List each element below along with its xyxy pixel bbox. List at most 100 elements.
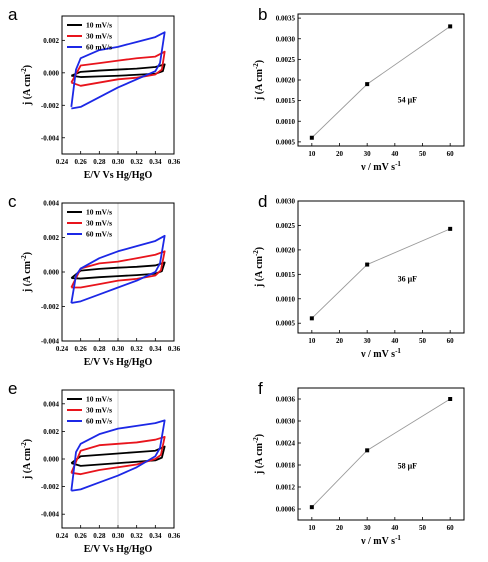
y-tick-label: 0.004 (43, 400, 59, 408)
x-axis-title: E/V Vs Hg/HgO (84, 170, 153, 181)
y-axis-title-main: j (A cm (254, 442, 265, 475)
capacitance-annotation: 36 μF (398, 275, 418, 284)
x-axis-title-sup: -1 (395, 534, 401, 542)
x-tick-label: 0.34 (149, 158, 162, 166)
x-tick-label: 40 (391, 337, 399, 345)
legend-entry: 30 mV/s (86, 406, 112, 415)
y-axis-title-sup: -2 (252, 250, 260, 256)
cv-loop-60-mv-s (70, 31, 166, 110)
y-axis-title-end: ) (22, 252, 33, 255)
x-tick-label: 0.30 (112, 158, 125, 166)
y-tick-label: 0.004 (43, 200, 59, 208)
y-axis-title: j (A cm-2) (20, 252, 33, 293)
x-tick-label: 20 (336, 524, 344, 532)
trend-line (311, 398, 451, 508)
x-axis-title: ν / mV s-1 (360, 347, 401, 360)
x-tick-label: 60 (447, 150, 455, 158)
y-tick-label: 0.0010 (276, 295, 296, 303)
y-tick-label: 0.0025 (276, 56, 296, 64)
y-tick-label: 0.0030 (276, 198, 296, 206)
y-tick-label: 0.0020 (276, 246, 296, 254)
y-tick-label: 0.002 (43, 234, 59, 242)
x-tick-label: 0.30 (112, 345, 125, 353)
y-tick-label: 0.0006 (276, 506, 296, 514)
data-point (448, 24, 453, 29)
cv-loop-60-mv-s (70, 419, 166, 492)
y-tick-label: 0.002 (43, 37, 59, 45)
x-axis-title: ν / mV s-1 (360, 160, 401, 173)
x-tick-label: 40 (391, 524, 399, 532)
y-axis-title-sup: -2 (20, 68, 28, 74)
y-axis-title: j (A cm-2) (252, 434, 265, 475)
y-axis-title-main: j (A cm (22, 447, 33, 480)
legend-entry: 10 mV/s (86, 208, 112, 217)
y-axis-title-sup: -2 (252, 437, 260, 443)
panel-b: b 54 μF 10 20 30 40 50 60 0.0005 0.0010 0.0015 0.00… (244, 0, 488, 187)
y-tick-label: 0.0030 (276, 418, 296, 426)
panel-a: a 0.24 0.26 0.28 0.30 0.32 0.34 0.36 -0.004 -0.00… (0, 0, 244, 187)
y-tick-label: 0.0035 (276, 15, 296, 23)
legend-entry: 30 mV/s (86, 219, 112, 228)
legend-entry: 60 mV/s (86, 417, 112, 426)
y-tick-label: -0.004 (41, 338, 60, 346)
trend-line (311, 26, 451, 139)
y-tick-label: -0.004 (41, 134, 60, 142)
chart-c: c 0.24 0.26 0.28 0.30 0.32 0.34 0.36 -0.004 -0.00… (8, 192, 181, 368)
x-tick-label: 60 (447, 337, 455, 345)
x-tick-label: 10 (308, 337, 316, 345)
y-tick-label: 0.002 (43, 428, 59, 436)
x-axis-title-main: ν / mV s (360, 349, 395, 360)
y-axis-title-end: ) (22, 439, 33, 442)
x-axis-title-sup: -1 (395, 160, 401, 168)
chart-b: b 54 μF 10 20 30 40 50 60 0.0005 0.0010 0.0015 0.00… (252, 5, 465, 173)
panel-e: e 0.24 0.26 0.28 0.30 0.32 0.34 0.36 -0.004 -0.00… (0, 374, 244, 562)
y-tick-label: 0.0015 (276, 271, 296, 279)
data-point (309, 505, 314, 510)
data-point (309, 135, 314, 140)
x-tick-label: 30 (364, 337, 372, 345)
y-tick-label: 0.0015 (276, 97, 296, 105)
y-tick-label: 0.0005 (276, 138, 296, 146)
y-axis-title-end: ) (22, 65, 33, 68)
data-point (448, 226, 453, 231)
x-tick-label: 0.32 (131, 532, 144, 540)
y-axis-title: j (A cm-2) (20, 439, 33, 480)
x-tick-label: 0.36 (168, 345, 181, 353)
x-tick-label: 60 (447, 524, 455, 532)
y-axis-title-end: ) (254, 434, 265, 437)
y-axis-title-main: j (A cm (22, 260, 33, 293)
y-tick-label: -0.002 (41, 303, 60, 311)
x-tick-label: 40 (391, 150, 399, 158)
legend-entry: 30 mV/s (86, 32, 112, 41)
y-tick-label: 0.0010 (276, 118, 296, 126)
panel-letter-e: e (8, 379, 17, 398)
y-axis-title-main: j (A cm (22, 73, 33, 106)
x-tick-label: 0.36 (168, 532, 181, 540)
trend-line (311, 228, 451, 319)
x-tick-label: 50 (419, 337, 427, 345)
x-tick-label: 30 (364, 150, 372, 158)
x-tick-label: 0.24 (56, 345, 69, 353)
x-tick-label: 50 (419, 524, 427, 532)
x-tick-label: 0.30 (112, 532, 125, 540)
data-point (365, 448, 370, 453)
chart-f: f 58 μF 10 20 30 40 50 60 0.0006 0.0012 0.0018 0.00… (252, 379, 465, 547)
legend: 10 mV/s 30 mV/s 60 mV/s (67, 21, 112, 52)
x-tick-label: 0.34 (149, 532, 162, 540)
x-tick-label: 0.26 (75, 345, 88, 353)
x-tick-label: 0.28 (93, 345, 106, 353)
panel-f: f 58 μF 10 20 30 40 50 60 0.0006 0.0012 0.0018 0.00… (244, 374, 488, 562)
panel-letter-f: f (258, 379, 263, 398)
y-tick-label: 0.0012 (276, 484, 296, 492)
y-axis-title: j (A cm-2) (252, 247, 265, 288)
x-tick-label: 0.24 (56, 532, 69, 540)
x-axis-title-main: ν / mV s (360, 162, 395, 173)
y-axis-title-main: j (A cm (254, 68, 265, 101)
x-tick-label: 0.26 (75, 158, 88, 166)
y-tick-label: 0.0025 (276, 222, 296, 230)
legend-entry: 60 mV/s (86, 43, 112, 52)
cv-loop-30-mv-s (70, 50, 166, 87)
x-tick-label: 0.32 (131, 345, 144, 353)
data-point (309, 316, 314, 321)
panel-letter-b: b (258, 5, 267, 24)
